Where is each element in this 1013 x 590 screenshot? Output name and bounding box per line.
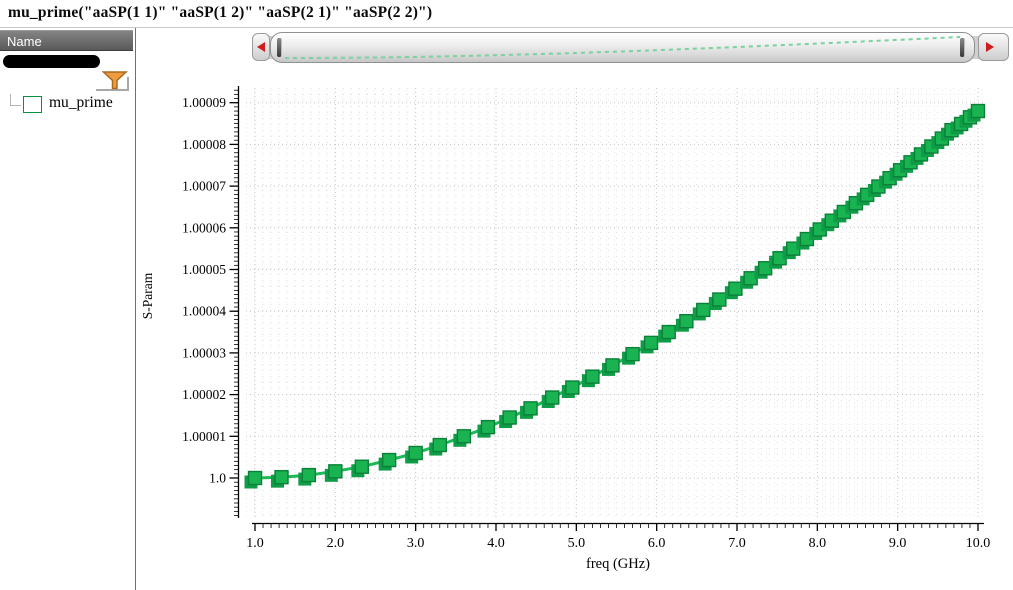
legend-panel: Name mu_prime (0, 28, 135, 590)
data-point-marker[interactable] (523, 401, 538, 416)
y-tick-label: 1.00009 (182, 95, 226, 110)
data-point-marker[interactable] (408, 445, 423, 461)
x-tick-label: 3.0 (407, 536, 425, 551)
y-tick-label: 1.00005 (182, 262, 226, 277)
y-tick-label: 1.00008 (182, 137, 226, 152)
x-tick-label: 6.0 (648, 536, 666, 551)
data-point-marker[interactable] (502, 410, 517, 425)
grid (246, 88, 984, 520)
y-tick-label: 1.00004 (182, 304, 226, 319)
redacted-label-bar (3, 55, 100, 68)
y-tick-label: 1.00003 (182, 345, 226, 360)
x-range-scrollbar (252, 32, 1009, 63)
x-tick-label: 1.0 (246, 536, 264, 551)
scroll-right-arrow (986, 42, 994, 52)
data-point-marker[interactable] (274, 469, 289, 485)
data-point-marker[interactable] (328, 464, 343, 479)
x-tick-label: 10.0 (966, 536, 991, 551)
data-point-marker[interactable] (605, 358, 620, 373)
data-point-marker[interactable] (480, 419, 496, 435)
y-tick-label: 1.00007 (182, 179, 226, 194)
scroll-right-arrow-button[interactable] (978, 33, 1009, 61)
x-tick-label: 8.0 (809, 536, 827, 551)
x-tick-label: 4.0 (487, 536, 505, 551)
x-axis: 1.0 2.0 3.0 4.0 5.0 6.0 7.0 8.0 9.0 10.0 freq (GHz… (246, 522, 991, 572)
x-tick-label: 5.0 (568, 536, 586, 551)
legend-name-column-header: Name (0, 30, 133, 51)
data-point-marker[interactable] (728, 281, 743, 296)
data-point-marker[interactable] (643, 335, 659, 351)
trace-mu-prime[interactable] (244, 103, 986, 489)
data-point-marker[interactable] (585, 369, 600, 384)
scroll-left-arrow-button[interactable] (252, 33, 270, 61)
data-point-marker[interactable] (625, 346, 640, 362)
data-point-marker[interactable] (679, 314, 694, 329)
thumb-left-resize-grip[interactable] (277, 38, 282, 57)
tree-branch-connector (10, 94, 21, 106)
y-tick-label: 1.00002 (182, 387, 226, 402)
y-axis-title: S-Param (140, 272, 155, 319)
title-divider (0, 27, 1013, 28)
y-tick-label: 1.00001 (182, 429, 226, 444)
thumb-right-resize-grip[interactable] (960, 38, 965, 57)
data-point-marker[interactable] (696, 302, 711, 318)
data-point-marker[interactable] (381, 452, 397, 468)
x-tick-label: 9.0 (889, 536, 907, 551)
data-point-marker[interactable] (545, 390, 560, 405)
data-point-marker[interactable] (301, 467, 317, 483)
scroll-left-arrow (257, 42, 265, 52)
trace-name-label: mu_prime (49, 94, 113, 111)
x-axis-title: freq (GHz) (586, 556, 650, 572)
y-tick-label: 1.00006 (182, 220, 226, 235)
trace-expression-title: mu_prime("aaSP(1 1)" "aaSP(1 2)" "aaSP(2… (8, 4, 433, 21)
legend-item-mu-prime[interactable]: mu_prime (4, 94, 132, 114)
overview-trace-line (285, 36, 961, 59)
data-point-marker[interactable] (712, 292, 727, 307)
data-point-marker[interactable] (432, 437, 447, 453)
data-point-marker[interactable] (970, 103, 986, 119)
x-tick-label: 7.0 (728, 536, 746, 551)
trace-overview-preview (285, 36, 961, 59)
x-tick-label: 2.0 (327, 536, 345, 551)
y-axis: 1.0 1.00001 1.00002 1.00003 1.00004 1.00005 1.… (140, 86, 240, 518)
filter-funnel-icon[interactable] (102, 71, 128, 91)
data-point-marker[interactable] (565, 380, 580, 395)
data-point-marker[interactable] (247, 470, 263, 486)
panel-divider[interactable] (135, 28, 136, 590)
filter-corner-bracket (96, 77, 129, 91)
trace-color-swatch (23, 96, 42, 113)
scrollbar-thumb[interactable] (270, 32, 975, 63)
data-point-marker[interactable] (661, 324, 676, 340)
data-point-marker[interactable] (456, 429, 472, 444)
y-tick-label: 1.0 (209, 471, 226, 486)
data-point-marker[interactable] (354, 459, 370, 474)
